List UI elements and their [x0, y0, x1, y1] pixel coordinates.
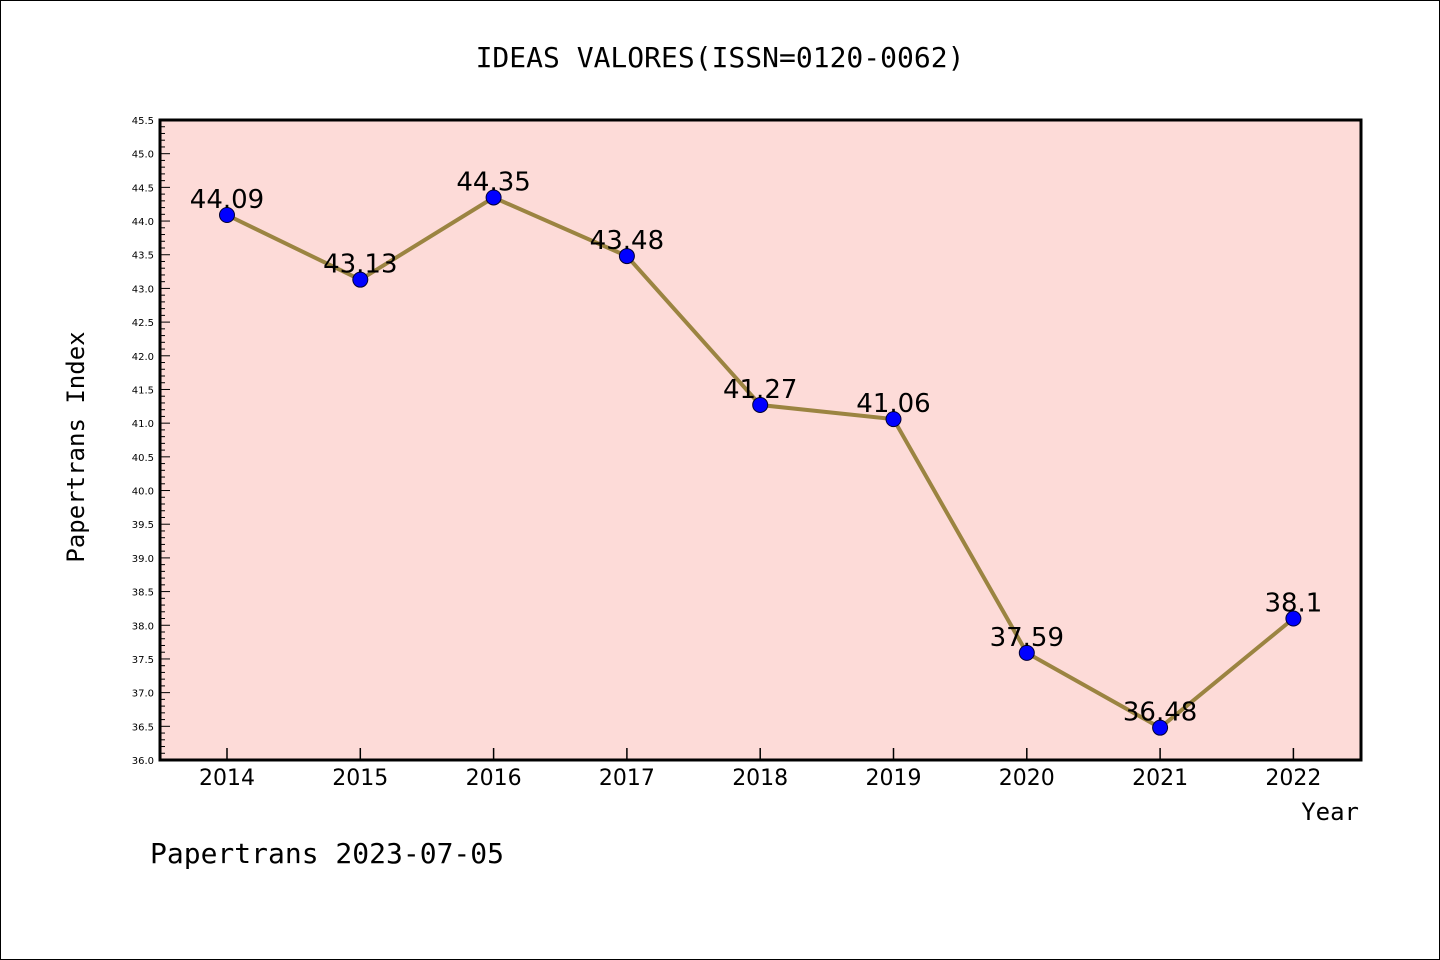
- footer-date-label: Papertrans 2023-07-05: [150, 837, 504, 870]
- data-point: [219, 206, 235, 223]
- y-tick-label: 41.0: [132, 419, 154, 430]
- y-tick-label: 36.0: [132, 756, 154, 767]
- x-tick-label: 2017: [599, 766, 655, 791]
- y-tick-label: 39.0: [132, 554, 154, 565]
- y-tick-label: 40.5: [132, 453, 154, 464]
- x-tick-label: 2016: [466, 766, 522, 791]
- y-tick-label: 42.5: [132, 318, 154, 329]
- y-tick-label: 37.0: [132, 689, 154, 700]
- y-tick-label: 41.5: [132, 385, 154, 396]
- data-label: 37.59: [990, 623, 1064, 653]
- y-tick-label: 37.5: [132, 655, 154, 666]
- data-label: 41.27: [723, 375, 797, 405]
- data-label: 43.48: [590, 226, 664, 256]
- series-points-group: [219, 189, 1302, 736]
- data-point: [352, 271, 369, 288]
- y-tick-label: 40.0: [132, 487, 154, 498]
- data-label: 43.13: [323, 250, 397, 280]
- x-tick-label: 2018: [732, 766, 788, 791]
- y-tick-label: 42.0: [132, 352, 154, 363]
- y-tick-label: 43.5: [132, 251, 154, 262]
- x-tick-label: 2022: [1265, 766, 1321, 791]
- x-tick-label: 2015: [332, 766, 388, 791]
- x-tick-label: 2020: [999, 766, 1055, 791]
- data-label: 38.1: [1264, 589, 1322, 619]
- data-label: 44.09: [190, 185, 264, 215]
- plot-area: [158, 118, 1363, 762]
- data-point: [1285, 610, 1302, 627]
- data-label: 36.48: [1123, 698, 1197, 728]
- y-tick-label: 43.0: [132, 284, 154, 295]
- data-point: [1152, 719, 1169, 736]
- data-point: [1018, 644, 1035, 661]
- y-tick-label: 38.5: [132, 588, 154, 599]
- data-label: 44.35: [456, 167, 530, 197]
- y-axis-title: Papertrans Index: [62, 331, 90, 562]
- x-tick-label: 2021: [1132, 766, 1188, 791]
- data-point: [752, 396, 769, 413]
- y-tick-label: 45.5: [132, 116, 154, 127]
- y-tick-label: 38.0: [132, 621, 154, 632]
- data-point: [885, 411, 902, 428]
- x-axis-ticks: 2014 2015 2016 2017 2018 2019 2020 2021 2022: [199, 748, 1321, 791]
- x-tick-label: 2014: [199, 766, 255, 791]
- x-axis-title: Year: [1301, 798, 1359, 826]
- y-tick-label: 36.5: [132, 722, 154, 733]
- data-point: [618, 248, 635, 265]
- data-label: 41.06: [856, 389, 930, 419]
- y-tick-label: 45.0: [132, 150, 154, 161]
- y-tick-label: 44.0: [132, 217, 154, 228]
- y-tick-label: 44.5: [132, 183, 154, 194]
- chart-title: IDEAS VALORES(ISSN=0120-0062): [476, 41, 965, 74]
- data-point: [485, 189, 502, 206]
- x-tick-label: 2019: [866, 766, 922, 791]
- y-tick-label: 39.5: [132, 520, 154, 531]
- y-axis-ticks: 36.0 36.5 37.0 37.5 38.0 38.5 39.0 39.5 40.0 40.5…: [132, 116, 170, 767]
- data-labels-group: 44.09 43.13 44.35 43.48 41.27 41.06 37.59 36.48…: [190, 167, 1323, 727]
